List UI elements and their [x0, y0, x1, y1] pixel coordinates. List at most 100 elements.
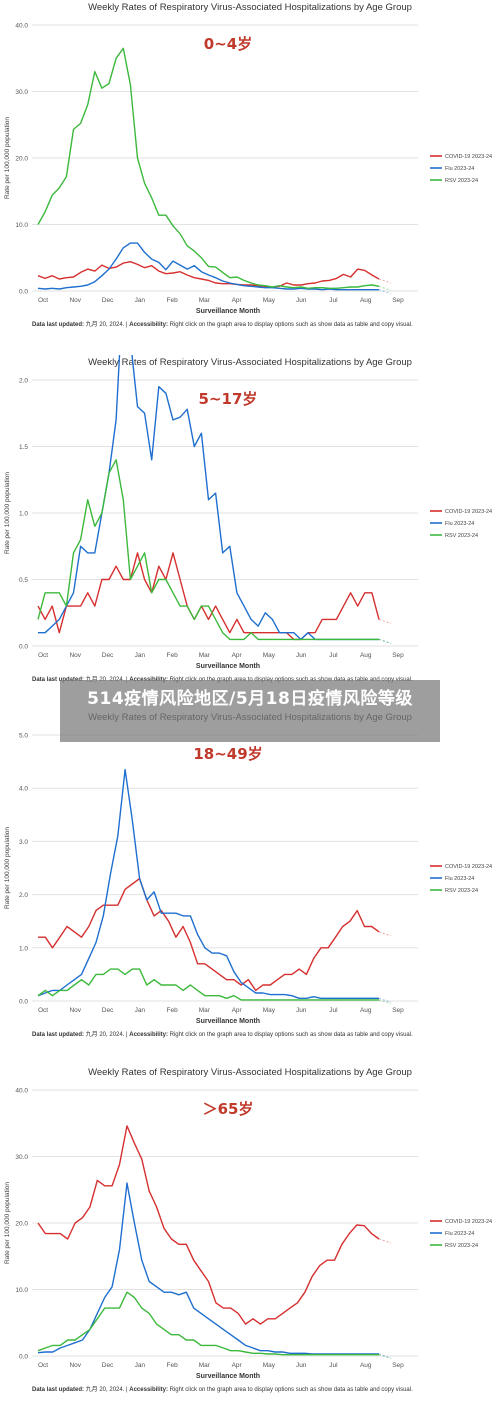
footnote-part: 九月 20, 2024. |: [84, 675, 129, 683]
x-tick-label: Sep: [392, 652, 404, 659]
x-tick-label: Jul: [329, 297, 338, 304]
legend-label: RSV 2023-24: [445, 533, 478, 539]
y-tick-label: 0.5: [19, 577, 28, 584]
series-line: [37, 968, 379, 1001]
y-tick-label: 4.0: [19, 786, 28, 793]
chart-panel: Weekly Rates of Respiratory Virus-Associ…: [0, 0, 500, 355]
legend-label: COVID-19 2023-24: [445, 864, 492, 870]
y-tick-label: 1.0: [19, 511, 28, 518]
y-tick-label: 2.0: [19, 378, 28, 385]
x-tick-label: Oct: [38, 652, 48, 659]
footnote-part: Right click on the graph area to display…: [168, 1032, 413, 1038]
x-tick-label: Feb: [166, 652, 178, 659]
series-projection: [378, 638, 392, 644]
x-tick-label: Apr: [232, 297, 243, 304]
footnote-part: Accessibility:: [129, 1032, 168, 1038]
x-tick-label: Nov: [69, 652, 81, 659]
x-tick-label: Dec: [102, 297, 114, 304]
series-line: [37, 1125, 380, 1325]
y-tick-label: 10.0: [15, 1287, 28, 1294]
x-tick-label: Aug: [360, 297, 372, 304]
legend-label: Flu 2023-24: [445, 521, 474, 527]
x-tick-label: May: [263, 652, 276, 659]
x-axis-label: Surveillance Month: [196, 1018, 260, 1025]
legend-label: Flu 2023-24: [445, 876, 474, 882]
x-tick-label: Aug: [360, 652, 372, 659]
x-tick-label: Mar: [199, 1362, 211, 1369]
legend-label: Flu 2023-24: [445, 1231, 474, 1237]
legend-label: RSV 2023-24: [445, 1243, 478, 1249]
footnote-part: Accessibility:: [129, 322, 168, 328]
footnote-part: Data last updated:: [32, 1387, 84, 1393]
x-tick-label: Feb: [166, 1362, 178, 1369]
x-tick-label: Jul: [329, 1007, 338, 1014]
x-tick-label: Sep: [392, 1007, 404, 1014]
x-tick-label: Nov: [69, 1362, 81, 1369]
chart-subtitle: 18~49岁: [193, 745, 262, 763]
y-tick-label: 40.0: [15, 23, 28, 30]
footnote-part: Accessibility:: [129, 1387, 168, 1393]
y-tick-label: 2.0: [19, 892, 28, 899]
footnote-part: Right click on the graph area to display…: [168, 322, 413, 328]
footnote-part: Data last updated:: [32, 1032, 84, 1038]
x-tick-label: Jun: [296, 652, 307, 659]
footnote-part: Right click on the graph area to display…: [168, 1387, 413, 1393]
x-axis-label: Surveillance Month: [196, 1373, 260, 1380]
y-tick-label: 40.0: [15, 1088, 28, 1095]
x-tick-label: Feb: [166, 1007, 178, 1014]
legend-label: COVID-19 2023-24: [445, 154, 492, 160]
y-axis-label: Rate per 100,000 population: [4, 827, 11, 909]
x-tick-label: Sep: [392, 297, 404, 304]
x-tick-label: Mar: [199, 652, 211, 659]
y-tick-label: 10.0: [15, 222, 28, 229]
footnote: Data last updated: 九月 20, 2024. | Access…: [32, 1385, 413, 1393]
chart-subtitle: 0~4岁: [204, 35, 252, 53]
footnote-part: 九月 20, 2024. |: [84, 1385, 129, 1393]
chart-svg: Weekly Rates of Respiratory Virus-Associ…: [4, 355, 492, 683]
x-tick-label: Jun: [296, 1007, 307, 1014]
y-tick-label: 0.0: [19, 289, 28, 296]
chart-subtitle: 5~17岁: [199, 390, 258, 408]
chart-subtitle: ＞65岁: [203, 1100, 254, 1118]
x-tick-label: Jul: [329, 652, 338, 659]
chart-title: Weekly Rates of Respiratory Virus-Associ…: [88, 357, 412, 368]
x-tick-label: Sep: [392, 1362, 404, 1369]
series-line: [37, 459, 379, 641]
x-tick-label: Mar: [199, 297, 211, 304]
y-tick-label: 0.0: [19, 644, 28, 651]
x-tick-label: Jan: [135, 1007, 146, 1014]
legend-label: COVID-19 2023-24: [445, 1219, 492, 1225]
y-tick-label: 0.0: [19, 999, 28, 1006]
chart-title: Weekly Rates of Respiratory Virus-Associ…: [88, 1067, 412, 1078]
x-tick-label: Mar: [199, 1007, 211, 1014]
series-line: [37, 261, 380, 288]
y-tick-label: 5.0: [19, 733, 28, 740]
headline-text: 514疫情风险地区/5月18日疫情风险等级: [87, 689, 413, 709]
legend-label: COVID-19 2023-24: [445, 509, 492, 515]
legend-label: Flu 2023-24: [445, 166, 474, 172]
series-line: [38, 877, 380, 992]
series-line: [37, 552, 380, 641]
x-tick-label: Oct: [38, 1362, 48, 1369]
footnote: Data last updated: 九月 20, 2024. | Access…: [32, 320, 413, 328]
x-tick-label: Apr: [232, 1362, 243, 1369]
x-tick-label: Apr: [232, 1007, 243, 1014]
x-tick-label: Feb: [166, 297, 178, 304]
y-tick-label: 30.0: [15, 1154, 28, 1161]
series-projection: [378, 289, 392, 295]
footnote-part: Data last updated:: [32, 677, 84, 683]
x-tick-label: Jan: [135, 1362, 146, 1369]
footnote: Data last updated: 九月 20, 2024. | Access…: [32, 1030, 413, 1038]
y-tick-label: 1.0: [19, 945, 28, 952]
x-tick-label: Oct: [38, 1007, 48, 1014]
y-axis-label: Rate per 100,000 population: [4, 1182, 11, 1264]
chart-panel: Weekly Rates of Respiratory Virus-Associ…: [0, 1065, 500, 1420]
series-projection: [378, 618, 392, 624]
footnote-part: 九月 20, 2024. |: [84, 1030, 129, 1038]
x-tick-label: Apr: [232, 652, 243, 659]
y-tick-label: 1.5: [19, 444, 28, 451]
x-tick-label: Jan: [135, 297, 146, 304]
x-tick-label: May: [263, 1007, 276, 1014]
series-line: [37, 768, 379, 999]
x-tick-label: Jul: [329, 1362, 338, 1369]
